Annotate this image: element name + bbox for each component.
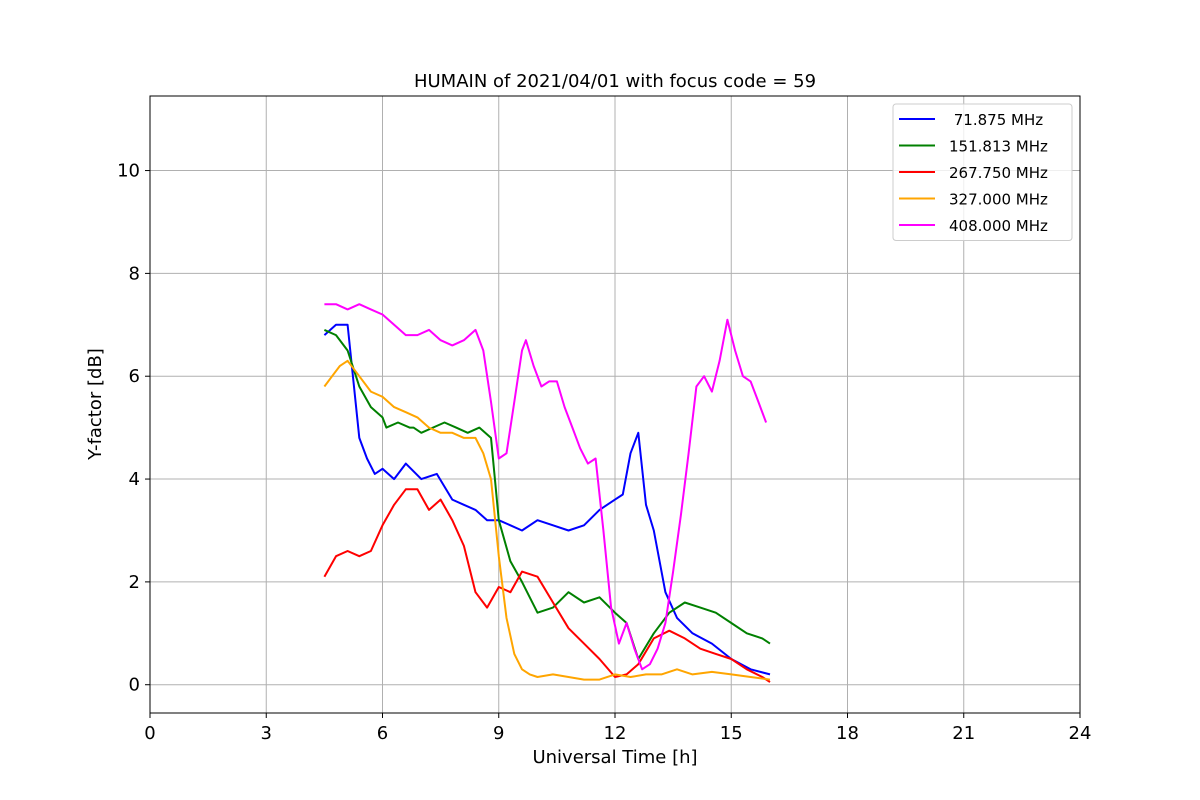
y-axis-label: Y-factor [dB]	[85, 348, 106, 461]
series-line-0	[323, 323, 771, 676]
y-tick-label: 4	[129, 469, 140, 490]
y-tick-label: 6	[129, 366, 140, 387]
legend-box	[892, 103, 1073, 241]
x-tick-label: 24	[1069, 723, 1092, 744]
y-tick-label: 10	[117, 161, 140, 182]
x-tick-label: 12	[604, 723, 627, 744]
x-tick-label: 6	[377, 723, 388, 744]
chart-title: HUMAIN of 2021/04/01 with focus code = 5…	[414, 71, 816, 92]
series-line-3	[323, 359, 771, 681]
y-tick-label: 0	[129, 675, 140, 696]
x-tick-label: 3	[261, 723, 272, 744]
x-axis-label: Universal Time [h]	[532, 747, 697, 768]
x-tick-label: 18	[836, 723, 859, 744]
legend: 71.875 MHz 151.813 MHz 267.750 MHz 327.000 …	[892, 103, 1073, 241]
legend-label: 151.813 MHz	[949, 138, 1048, 156]
x-tick-label: 21	[952, 723, 975, 744]
x-tick-label: 15	[720, 723, 743, 744]
y-tick-label: 8	[129, 263, 140, 284]
legend-label: 71.875 MHz	[949, 111, 1043, 129]
series-line-2	[323, 488, 771, 683]
series-line-4	[324, 303, 768, 671]
legend-label: 327.000 MHz	[949, 191, 1048, 209]
series-lines	[323, 303, 771, 683]
series-line-1	[323, 328, 771, 660]
y-tick-label: 2	[129, 572, 140, 593]
legend-label: 408.000 MHz	[949, 217, 1048, 235]
x-tick-label: 0	[144, 723, 155, 744]
x-tick-label: 9	[493, 723, 504, 744]
legend-label: 267.750 MHz	[949, 164, 1048, 182]
